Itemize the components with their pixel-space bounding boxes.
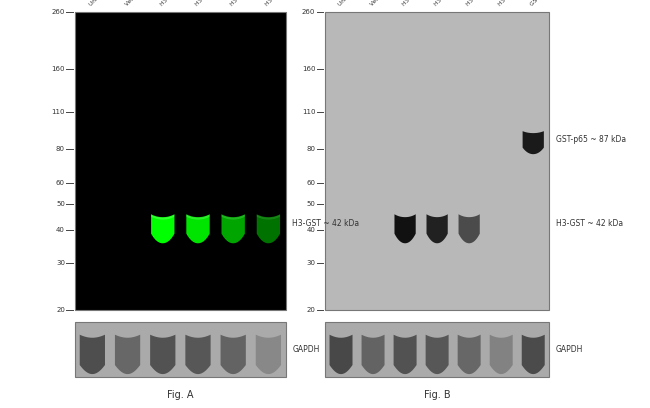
Text: Vector Alone (50μg): Vector Alone (50μg) xyxy=(369,0,415,7)
Polygon shape xyxy=(220,335,246,374)
Polygon shape xyxy=(151,215,174,220)
Bar xyxy=(75,322,286,377)
Polygon shape xyxy=(115,335,140,374)
Text: 110: 110 xyxy=(51,109,65,115)
Text: H3-GST ~ 42 kDa: H3-GST ~ 42 kDa xyxy=(556,220,623,228)
Text: H3-GST (25μg): H3-GST (25μg) xyxy=(434,0,468,7)
Polygon shape xyxy=(489,335,513,374)
Bar xyxy=(75,12,286,310)
Text: 260: 260 xyxy=(302,9,315,15)
Polygon shape xyxy=(150,335,176,374)
Text: 110: 110 xyxy=(302,109,315,115)
Text: 30: 30 xyxy=(56,260,65,266)
Text: H3-GST (50μg): H3-GST (50μg) xyxy=(159,0,194,7)
Polygon shape xyxy=(523,131,544,154)
Text: 50: 50 xyxy=(56,201,65,207)
Text: 40: 40 xyxy=(56,226,65,233)
Text: Fig. A: Fig. A xyxy=(167,390,194,400)
Text: 50: 50 xyxy=(306,201,315,207)
Text: GAPDH: GAPDH xyxy=(292,345,320,355)
Polygon shape xyxy=(257,215,280,220)
Polygon shape xyxy=(458,335,480,374)
Polygon shape xyxy=(522,335,545,374)
Text: 260: 260 xyxy=(51,9,65,15)
Bar xyxy=(325,12,549,310)
Text: H3-GST (50μg): H3-GST (50μg) xyxy=(402,0,436,7)
Text: 80: 80 xyxy=(306,146,315,152)
Polygon shape xyxy=(426,335,448,374)
Text: 40: 40 xyxy=(306,226,315,233)
Text: Vector Alone (50μg): Vector Alone (50μg) xyxy=(124,0,169,7)
Text: 20: 20 xyxy=(306,307,315,313)
Polygon shape xyxy=(187,214,210,243)
Polygon shape xyxy=(257,214,280,243)
Polygon shape xyxy=(80,335,105,374)
Text: 60: 60 xyxy=(56,180,65,186)
Text: H3-GST ~ 42 kDa: H3-GST ~ 42 kDa xyxy=(292,220,359,228)
Text: 30: 30 xyxy=(306,260,315,266)
Polygon shape xyxy=(222,214,245,243)
Polygon shape xyxy=(185,335,211,374)
Text: H3-GST (12.5μg): H3-GST (12.5μg) xyxy=(229,0,268,7)
Text: 80: 80 xyxy=(56,146,65,152)
Text: 20: 20 xyxy=(56,307,65,313)
Text: Untransfected (50μg): Untransfected (50μg) xyxy=(337,0,385,7)
Polygon shape xyxy=(361,335,385,374)
Polygon shape xyxy=(222,215,245,220)
Text: Fig. B: Fig. B xyxy=(424,390,450,400)
Text: GAPDH: GAPDH xyxy=(556,345,583,355)
Polygon shape xyxy=(458,214,480,243)
Text: 60: 60 xyxy=(306,180,315,186)
Polygon shape xyxy=(395,214,416,243)
Text: H3-GST (6.25μg): H3-GST (6.25μg) xyxy=(265,0,304,7)
Polygon shape xyxy=(426,214,448,243)
Text: Untransfected (50μg): Untransfected (50μg) xyxy=(89,0,137,7)
Text: GST-p65 (50μg): GST-p65 (50μg) xyxy=(530,0,566,7)
Text: H3-GST (12.5μg): H3-GST (12.5μg) xyxy=(465,0,504,7)
Polygon shape xyxy=(151,214,174,243)
Text: H3-GST (6.25μg): H3-GST (6.25μg) xyxy=(498,0,536,7)
Polygon shape xyxy=(394,335,417,374)
Polygon shape xyxy=(255,335,281,374)
Text: 160: 160 xyxy=(51,66,65,72)
Text: 160: 160 xyxy=(302,66,315,72)
Text: GST-p65 ~ 87 kDa: GST-p65 ~ 87 kDa xyxy=(556,135,626,144)
Polygon shape xyxy=(330,335,352,374)
Text: H3-GST (25μg): H3-GST (25μg) xyxy=(194,0,229,7)
Polygon shape xyxy=(187,215,210,220)
Bar xyxy=(325,322,549,377)
